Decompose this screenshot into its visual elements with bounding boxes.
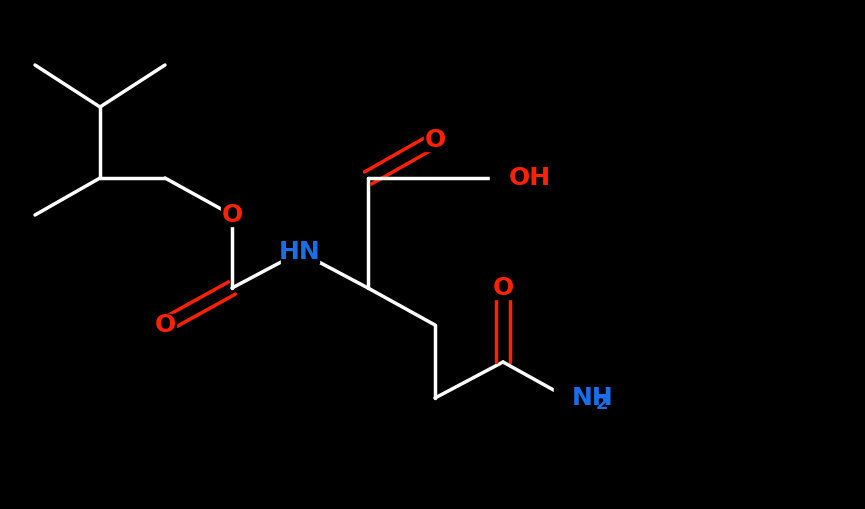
Text: HN: HN (279, 240, 321, 264)
Bar (424, 129, 446, 151)
Text: O: O (154, 313, 176, 337)
Text: NH: NH (572, 386, 614, 410)
Text: O: O (492, 276, 514, 300)
Text: O: O (221, 203, 242, 227)
Bar (281, 241, 319, 263)
Bar (490, 167, 528, 189)
Text: O: O (425, 128, 445, 152)
Bar (554, 387, 590, 409)
Text: 2: 2 (596, 395, 608, 413)
Text: OH: OH (509, 166, 551, 190)
Bar (492, 277, 514, 299)
Bar (154, 314, 176, 336)
Bar (221, 204, 243, 226)
